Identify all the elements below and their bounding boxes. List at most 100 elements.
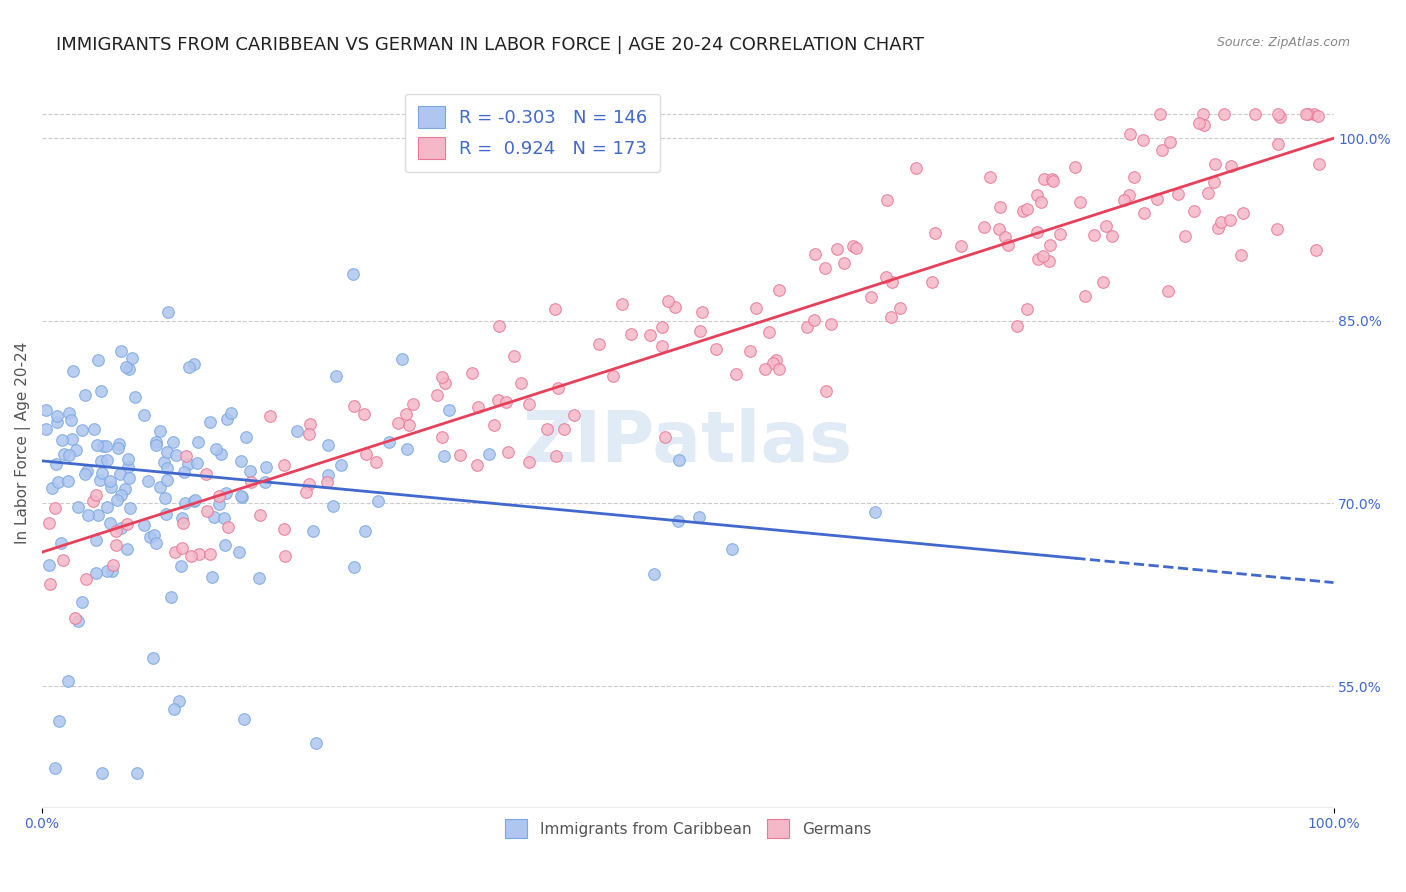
Point — [484, 417, 506, 432]
Point — [38, 558, 60, 572]
Point — [859, 289, 882, 303]
Point — [298, 427, 321, 442]
Point — [754, 362, 776, 376]
Point — [924, 226, 946, 240]
Point — [214, 538, 236, 552]
Point — [316, 475, 339, 490]
Point — [58, 406, 80, 420]
Point — [825, 242, 848, 256]
Point — [202, 510, 225, 524]
Point — [87, 352, 110, 367]
Point — [180, 549, 202, 563]
Point — [1064, 160, 1087, 174]
Point — [1174, 229, 1197, 244]
Point — [239, 475, 262, 490]
Point — [396, 442, 419, 457]
Point — [195, 504, 218, 518]
Text: ZIPatlas: ZIPatlas — [523, 409, 853, 477]
Point — [215, 412, 238, 426]
Point — [120, 500, 142, 515]
Point — [738, 344, 761, 359]
Point — [544, 301, 567, 316]
Point — [198, 547, 221, 561]
Point — [75, 572, 97, 586]
Point — [433, 450, 456, 464]
Point — [988, 200, 1011, 214]
Point — [124, 390, 146, 404]
Point — [162, 435, 184, 450]
Point — [997, 238, 1019, 252]
Point — [1192, 118, 1215, 132]
Point — [170, 558, 193, 573]
Point — [1017, 202, 1039, 217]
Point — [174, 496, 197, 510]
Point — [979, 169, 1001, 184]
Point — [1118, 128, 1140, 142]
Point — [98, 516, 121, 530]
Point — [177, 457, 200, 471]
Point — [845, 241, 868, 255]
Point — [239, 464, 262, 478]
Point — [1038, 254, 1060, 268]
Point — [536, 421, 558, 435]
Point — [496, 444, 519, 458]
Legend: Immigrants from Caribbean, Germans: Immigrants from Caribbean, Germans — [498, 814, 877, 844]
Point — [814, 261, 837, 276]
Point — [110, 343, 132, 358]
Point — [229, 454, 252, 468]
Point — [187, 435, 209, 450]
Point — [132, 408, 155, 422]
Point — [273, 523, 295, 537]
Point — [1197, 186, 1219, 200]
Point — [1032, 249, 1054, 263]
Point — [215, 486, 238, 500]
Point — [804, 246, 827, 260]
Point — [1049, 227, 1071, 242]
Point — [84, 533, 107, 548]
Point — [56, 673, 79, 688]
Point — [1118, 188, 1140, 202]
Point — [325, 368, 347, 383]
Point — [1092, 275, 1115, 289]
Point — [704, 342, 727, 356]
Point — [90, 453, 112, 467]
Point — [156, 473, 179, 487]
Point — [302, 524, 325, 538]
Point — [796, 320, 818, 334]
Point — [430, 370, 453, 384]
Point — [1007, 319, 1029, 334]
Point — [58, 448, 80, 462]
Point — [1132, 133, 1154, 147]
Point — [1074, 289, 1097, 303]
Point — [495, 394, 517, 409]
Point — [1213, 107, 1236, 121]
Point — [650, 338, 672, 352]
Point — [1219, 160, 1241, 174]
Point — [1040, 172, 1063, 186]
Point — [51, 434, 73, 448]
Point — [503, 349, 526, 363]
Point — [1032, 172, 1054, 186]
Point — [654, 429, 676, 443]
Point — [91, 765, 114, 780]
Point — [228, 545, 250, 559]
Point — [880, 310, 903, 325]
Point — [73, 388, 96, 402]
Point — [56, 474, 79, 488]
Point — [1042, 174, 1064, 188]
Point — [145, 435, 167, 450]
Point — [46, 415, 69, 429]
Point — [1015, 302, 1038, 317]
Point — [299, 417, 322, 431]
Point — [651, 320, 673, 334]
Point — [768, 362, 790, 376]
Point — [904, 161, 927, 175]
Point — [1157, 284, 1180, 298]
Point — [98, 475, 121, 489]
Point — [329, 458, 352, 473]
Point — [1069, 194, 1091, 209]
Point — [367, 493, 389, 508]
Point — [65, 442, 87, 457]
Point — [90, 466, 112, 480]
Point — [437, 403, 460, 417]
